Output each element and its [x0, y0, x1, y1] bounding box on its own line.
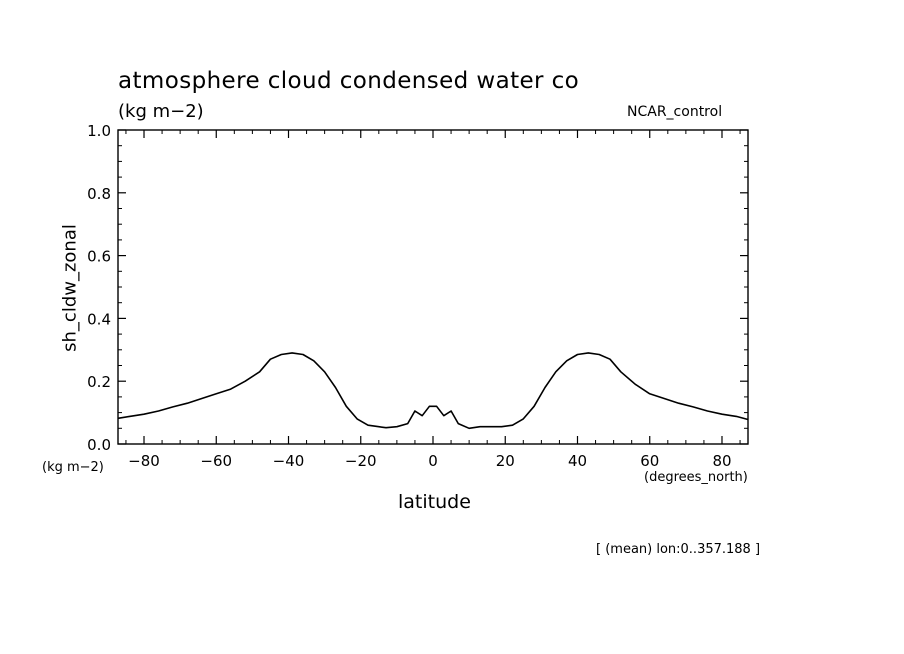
y-tick-label: 1.0	[87, 122, 111, 140]
x-tick-label: 20	[496, 452, 515, 470]
x-tick-label: 80	[712, 452, 731, 470]
x-tick-label: −20	[345, 452, 377, 470]
data-line	[117, 352, 749, 430]
y-tick-label: 0.8	[87, 185, 111, 203]
footnote: [ (mean) lon:0..357.188 ]	[596, 542, 761, 557]
y-tick-label: 0.2	[87, 373, 111, 391]
y-tick-label: 0.6	[87, 248, 111, 266]
x-axis-units: (degrees_north)	[644, 470, 748, 485]
y-axis-units: (kg m−2)	[42, 460, 104, 475]
y-axis-label: sh_cldw_zonal	[59, 224, 81, 352]
y-tick-label: 0.4	[87, 310, 111, 328]
run-label: NCAR_control	[627, 104, 723, 120]
chart-title: atmosphere cloud condensed water co	[118, 68, 580, 94]
x-axis-label: latitude	[398, 491, 471, 513]
chart-units: (kg m−2)	[118, 101, 204, 122]
y-tick-label: 0.0	[87, 436, 111, 454]
x-tick-label: −40	[273, 452, 305, 470]
x-tick-label: 40	[568, 452, 587, 470]
x-tick-label: −60	[200, 452, 232, 470]
plot-frame	[117, 129, 749, 445]
tick-labels: −80 −60 −40 −20 0 20 40 60 80 0.0 0.2 0.4 0.6 0.8 1.0	[87, 122, 731, 470]
x-tick-label: 0	[428, 452, 438, 470]
axis-ticks	[118, 129, 748, 445]
x-tick-label: −80	[128, 452, 160, 470]
x-tick-label: 60	[640, 452, 659, 470]
